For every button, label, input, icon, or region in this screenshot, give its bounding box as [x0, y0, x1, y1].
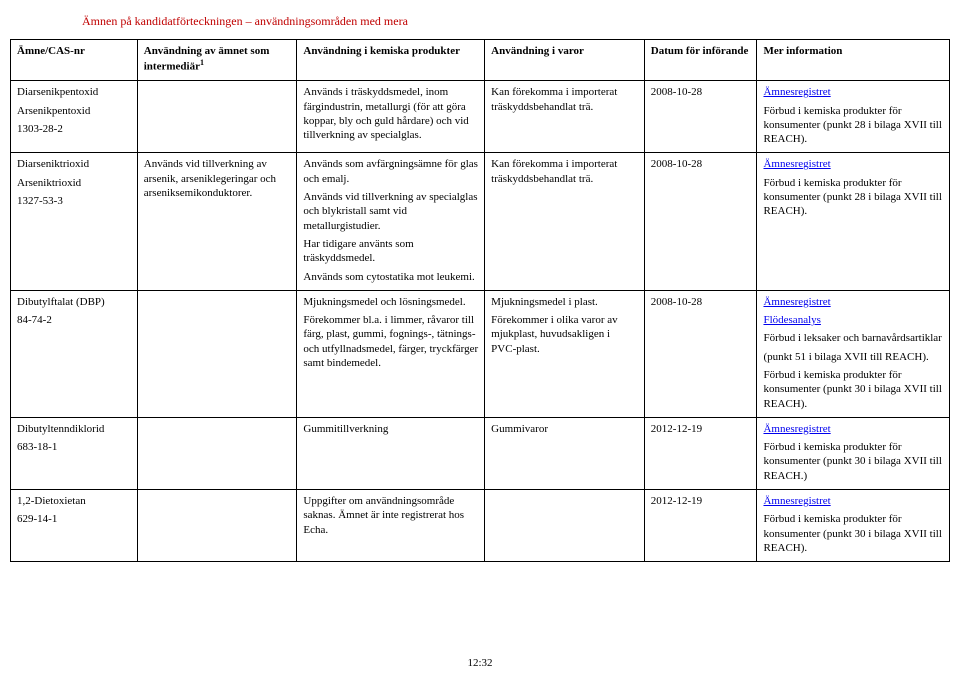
cell-more-info: Ämnesregistret Förbud i kemiska produkter…	[757, 417, 950, 489]
cell-text: Förbud i leksaker och barnavårdsartiklar	[763, 331, 943, 345]
col-header-intermediate: Användning av ämnet som intermediär1	[137, 40, 297, 81]
cell-intermediate	[137, 81, 297, 153]
table-header-row: Ämne/CAS-nr Användning av ämnet som inte…	[11, 40, 950, 81]
cell-chemical-use: Används i träskyddsmedel, inom färgindus…	[297, 81, 485, 153]
cell-more-info: Ämnesregistret Förbud i kemiska produkter…	[757, 81, 950, 153]
cell-text: Används i träskyddsmedel, inom färgindus…	[303, 85, 478, 142]
cell-goods-use: Kan förekomma i importerat träskyddsbeha…	[485, 81, 645, 153]
info-link[interactable]: Ämnesregistret	[763, 495, 830, 507]
cell-text: Gummitillverkning	[303, 422, 478, 436]
cell-date: 2012-12-19	[644, 417, 757, 489]
cell-text: Förbud i kemiska produkter för konsument…	[763, 440, 943, 483]
cell-goods-use: Mjukningsmedel i plast. Förekommer i olik…	[485, 290, 645, 417]
cell-substance: Diarseniktrioxid Arseniktrioxid 1327-53-3	[11, 153, 138, 290]
cell-substance: Dibutyltenndiklorid 683-18-1	[11, 417, 138, 489]
col-header-more-info: Mer information	[757, 40, 950, 81]
cell-date: 2008-10-28	[644, 290, 757, 417]
cell-chemical-use: Mjukningsmedel och lösningsmedel. Förekom…	[297, 290, 485, 417]
cell-intermediate	[137, 490, 297, 562]
cell-text: Förbud i kemiska produkter för konsument…	[763, 104, 943, 147]
cell-text: Kan förekomma i importerat träskyddsbeha…	[491, 157, 638, 186]
table-row: Diarsenikpentoxid Arsenikpentoxid 1303-28-…	[11, 81, 950, 153]
cell-chemical-use: Uppgifter om användningsområde saknas. Ä…	[297, 490, 485, 562]
cell-text: Arsenikpentoxid	[17, 104, 131, 118]
cell-text: Används som avfärgningsämne för glas och…	[303, 157, 478, 186]
cell-text: Förekommer bl.a. i limmer, råvaror till …	[303, 313, 478, 370]
cell-text: 2008-10-28	[651, 85, 751, 99]
cell-date: 2012-12-19	[644, 490, 757, 562]
cell-more-info: Ämnesregistret Flödesanalys Förbud i leksa…	[757, 290, 950, 417]
cell-text: Ämnesregistret	[763, 157, 943, 171]
cell-text: (punkt 51 i bilaga XVII till REACH).	[763, 350, 943, 364]
cell-text: 2012-12-19	[651, 422, 751, 436]
cell-text: Mjukningsmedel och lösningsmedel.	[303, 295, 478, 309]
cell-goods-use	[485, 490, 645, 562]
cell-text: 629-14-1	[17, 512, 131, 526]
col-header-chemical-use: Användning i kemiska produkter	[297, 40, 485, 81]
cell-text: 683-18-1	[17, 440, 131, 454]
cell-more-info: Ämnesregistret Förbud i kemiska produkter…	[757, 490, 950, 562]
cell-text: Förbud i kemiska produkter för konsument…	[763, 368, 943, 411]
table-row: Dibutyltenndiklorid 683-18-1 Gummitillverk…	[11, 417, 950, 489]
cell-text: 2008-10-28	[651, 157, 751, 171]
cell-text: Kan förekomma i importerat träskyddsbeha…	[491, 85, 638, 114]
info-link[interactable]: Ämnesregistret	[763, 86, 830, 98]
cell-text: Dibutylftalat (DBP)	[17, 295, 131, 309]
cell-substance: Dibutylftalat (DBP) 84-74-2	[11, 290, 138, 417]
cell-goods-use: Gummivaror	[485, 417, 645, 489]
document-title: Ämnen på kandidatförteckningen – användn…	[82, 14, 950, 29]
page: Ämnen på kandidatförteckningen – användn…	[0, 0, 960, 677]
col-header-substance: Ämne/CAS-nr	[11, 40, 138, 81]
cell-text: Ämnesregistret	[763, 422, 943, 436]
info-link[interactable]: Ämnesregistret	[763, 423, 830, 435]
cell-text: 1327-53-3	[17, 194, 131, 208]
cell-text: Förbud i kemiska produkter för konsument…	[763, 176, 943, 219]
cell-text: Uppgifter om användningsområde saknas. Ä…	[303, 494, 478, 537]
cell-text: Diarsenikpentoxid	[17, 85, 131, 99]
cell-chemical-use: Gummitillverkning	[297, 417, 485, 489]
cell-date: 2008-10-28	[644, 81, 757, 153]
cell-text: Används som cytostatika mot leukemi.	[303, 270, 478, 284]
col-header-intermediate-sup: 1	[200, 58, 204, 67]
cell-text: 2012-12-19	[651, 494, 751, 508]
cell-text: Ämnesregistret	[763, 295, 943, 309]
cell-text: Dibutyltenndiklorid	[17, 422, 131, 436]
info-link[interactable]: Ämnesregistret	[763, 296, 830, 308]
cell-text: Diarseniktrioxid	[17, 157, 131, 171]
col-header-intermediate-text: Användning av ämnet som intermediär	[144, 45, 270, 73]
col-header-goods-use: Användning i varor	[485, 40, 645, 81]
cell-text: 1303-28-2	[17, 122, 131, 136]
col-header-date: Datum för införande	[644, 40, 757, 81]
cell-substance: Diarsenikpentoxid Arsenikpentoxid 1303-28-…	[11, 81, 138, 153]
cell-text: Ämnesregistret	[763, 494, 943, 508]
cell-date: 2008-10-28	[644, 153, 757, 290]
cell-intermediate: Används vid tillverkning av arsenik, ars…	[137, 153, 297, 290]
cell-text: 84-74-2	[17, 313, 131, 327]
table-row: 1,2-Dietoxietan 629-14-1 Uppgifter om anvä…	[11, 490, 950, 562]
cell-goods-use: Kan förekomma i importerat träskyddsbeha…	[485, 153, 645, 290]
cell-substance: 1,2-Dietoxietan 629-14-1	[11, 490, 138, 562]
cell-text: 1,2-Dietoxietan	[17, 494, 131, 508]
table-row: Diarseniktrioxid Arseniktrioxid 1327-53-3 A…	[11, 153, 950, 290]
cell-text: 2008-10-28	[651, 295, 751, 309]
cell-text: Används vid tillverkning av specialglas …	[303, 190, 478, 233]
cell-text: Har tidigare använts som träskyddsmedel.	[303, 237, 478, 266]
table-row: Dibutylftalat (DBP) 84-74-2 Mjukningsmedel…	[11, 290, 950, 417]
page-number: 12:32	[0, 657, 960, 669]
cell-text: Förbud i kemiska produkter för konsument…	[763, 512, 943, 555]
cell-chemical-use: Används som avfärgningsämne för glas och…	[297, 153, 485, 290]
cell-text: Förekommer i olika varor av mjukplast, h…	[491, 313, 638, 356]
cell-text: Används vid tillverkning av arsenik, ars…	[144, 157, 291, 200]
cell-intermediate	[137, 417, 297, 489]
cell-text: Gummivaror	[491, 422, 638, 436]
cell-intermediate	[137, 290, 297, 417]
cell-text: Flödesanalys	[763, 313, 943, 327]
info-link[interactable]: Flödesanalys	[763, 314, 820, 326]
cell-text: Mjukningsmedel i plast.	[491, 295, 638, 309]
substances-table: Ämne/CAS-nr Användning av ämnet som inte…	[10, 39, 950, 562]
cell-more-info: Ämnesregistret Förbud i kemiska produkter…	[757, 153, 950, 290]
info-link[interactable]: Ämnesregistret	[763, 158, 830, 170]
cell-text: Arseniktrioxid	[17, 176, 131, 190]
cell-text: Ämnesregistret	[763, 85, 943, 99]
